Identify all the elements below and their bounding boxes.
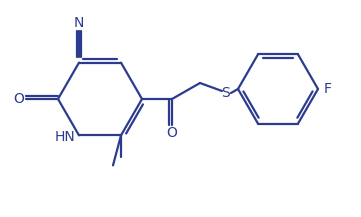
- Text: F: F: [324, 82, 332, 96]
- Text: O: O: [166, 126, 178, 140]
- Text: HN: HN: [55, 130, 75, 144]
- Text: N: N: [74, 16, 84, 30]
- Text: S: S: [222, 86, 230, 100]
- Text: O: O: [14, 92, 25, 106]
